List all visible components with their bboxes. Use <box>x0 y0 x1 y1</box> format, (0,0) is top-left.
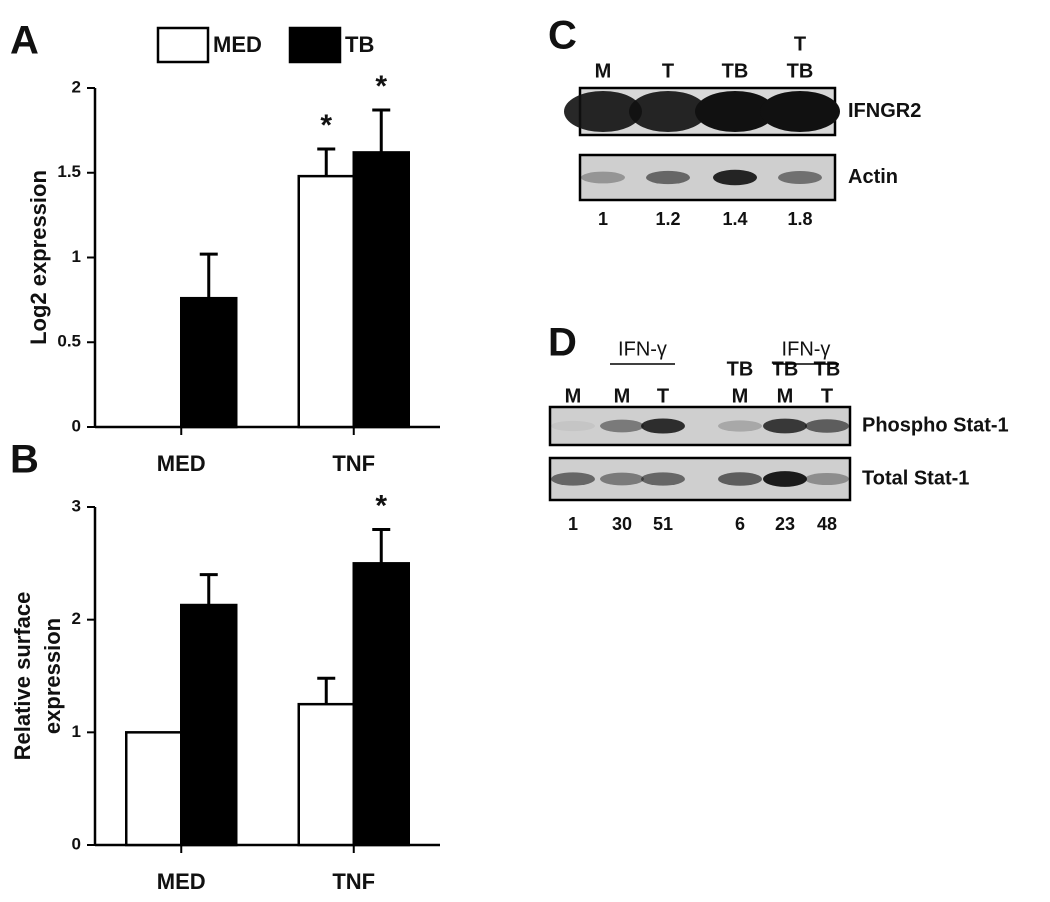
lane-label: T <box>794 33 806 55</box>
error-bar <box>372 528 391 564</box>
row-label: IFNGR2 <box>848 100 921 122</box>
y-tick-label: 2 <box>72 609 81 628</box>
bar <box>180 296 238 429</box>
y-tick-label: 3 <box>72 496 81 515</box>
y-tick-label: 2 <box>72 77 81 96</box>
blot-band <box>551 472 595 486</box>
panel-label: A <box>10 19 39 63</box>
bar <box>352 151 410 429</box>
lane-label: T <box>657 385 669 407</box>
quantity: 30 <box>612 514 632 534</box>
blot-band <box>763 418 807 434</box>
quantity: 1 <box>598 209 608 229</box>
lane-label: M <box>614 385 631 407</box>
legend-swatch <box>156 26 210 64</box>
quantity: 23 <box>775 514 795 534</box>
x-tick-label: MED <box>157 451 206 476</box>
row-label: Phospho Stat-1 <box>862 414 1009 436</box>
y-tick-label: 0.5 <box>57 332 81 351</box>
y-tick-label: 1 <box>72 722 81 741</box>
y-axis-label: Relative surface <box>10 592 35 761</box>
bar <box>297 702 355 847</box>
blot-band <box>778 171 822 184</box>
blot-band <box>551 420 595 432</box>
lane-label: TB <box>787 60 814 82</box>
lane-label: T <box>821 385 833 407</box>
error-bar <box>317 676 336 705</box>
y-tick-label: 1.5 <box>57 162 81 181</box>
bar <box>352 562 410 847</box>
panel-label: D <box>548 321 577 365</box>
error-bar <box>199 252 218 299</box>
blot-band <box>646 170 690 185</box>
significance-marker: * <box>375 489 387 522</box>
blot-band <box>718 472 762 486</box>
blot-band <box>564 91 642 132</box>
quantity: 1.2 <box>655 209 680 229</box>
quantity: 51 <box>653 514 673 534</box>
blot-band <box>760 91 840 132</box>
quantity: 1.8 <box>787 209 812 229</box>
row-label: Actin <box>848 166 898 188</box>
lane-label: M <box>595 60 612 82</box>
y-axis-label: expression <box>40 618 65 734</box>
bar <box>180 603 238 847</box>
blot-band <box>629 91 707 132</box>
y-axis-label: Log2 expression <box>26 170 51 345</box>
y-tick-label: 0 <box>72 834 81 853</box>
blot-band <box>600 419 644 433</box>
panel-label: C <box>548 14 577 58</box>
blot-band <box>805 472 849 486</box>
blot-band <box>641 472 685 486</box>
quantity: 1 <box>568 514 578 534</box>
group-label: IFN-γ <box>782 338 831 360</box>
blot-band <box>695 91 775 132</box>
blot-band <box>600 472 644 486</box>
lane-label: TB <box>772 358 799 380</box>
lane-label: TB <box>814 358 841 380</box>
legend-swatch <box>288 26 342 64</box>
lane-label: TB <box>727 358 754 380</box>
row-label: Total Stat-1 <box>862 467 969 489</box>
blot-band <box>718 420 762 432</box>
lane-label: T <box>662 60 674 82</box>
legend-label: TB <box>345 32 374 57</box>
quantity: 6 <box>735 514 745 534</box>
panel-label: B <box>10 438 39 482</box>
quantity: 1.4 <box>722 209 747 229</box>
blot-band <box>763 471 807 487</box>
blot-band <box>713 169 757 186</box>
blot-band <box>581 171 625 184</box>
blot-band <box>641 418 685 434</box>
lane-label: M <box>732 385 749 407</box>
significance-marker: * <box>375 70 387 103</box>
bar <box>297 174 355 429</box>
quantity: 48 <box>817 514 837 534</box>
blot-band <box>805 419 849 433</box>
lane-label: M <box>777 385 794 407</box>
lane-label: M <box>565 385 582 407</box>
x-tick-label: TNF <box>332 869 375 894</box>
y-tick-label: 1 <box>72 247 81 266</box>
error-bar <box>199 573 218 606</box>
error-bar <box>317 147 336 177</box>
significance-marker: * <box>320 109 332 142</box>
bar <box>125 731 183 847</box>
y-tick-label: 0 <box>72 416 81 435</box>
legend-label: MED <box>213 32 262 57</box>
x-tick-label: TNF <box>332 451 375 476</box>
lane-label: TB <box>722 60 749 82</box>
error-bar <box>372 108 391 153</box>
group-label: IFN-γ <box>618 338 667 360</box>
x-tick-label: MED <box>157 869 206 894</box>
